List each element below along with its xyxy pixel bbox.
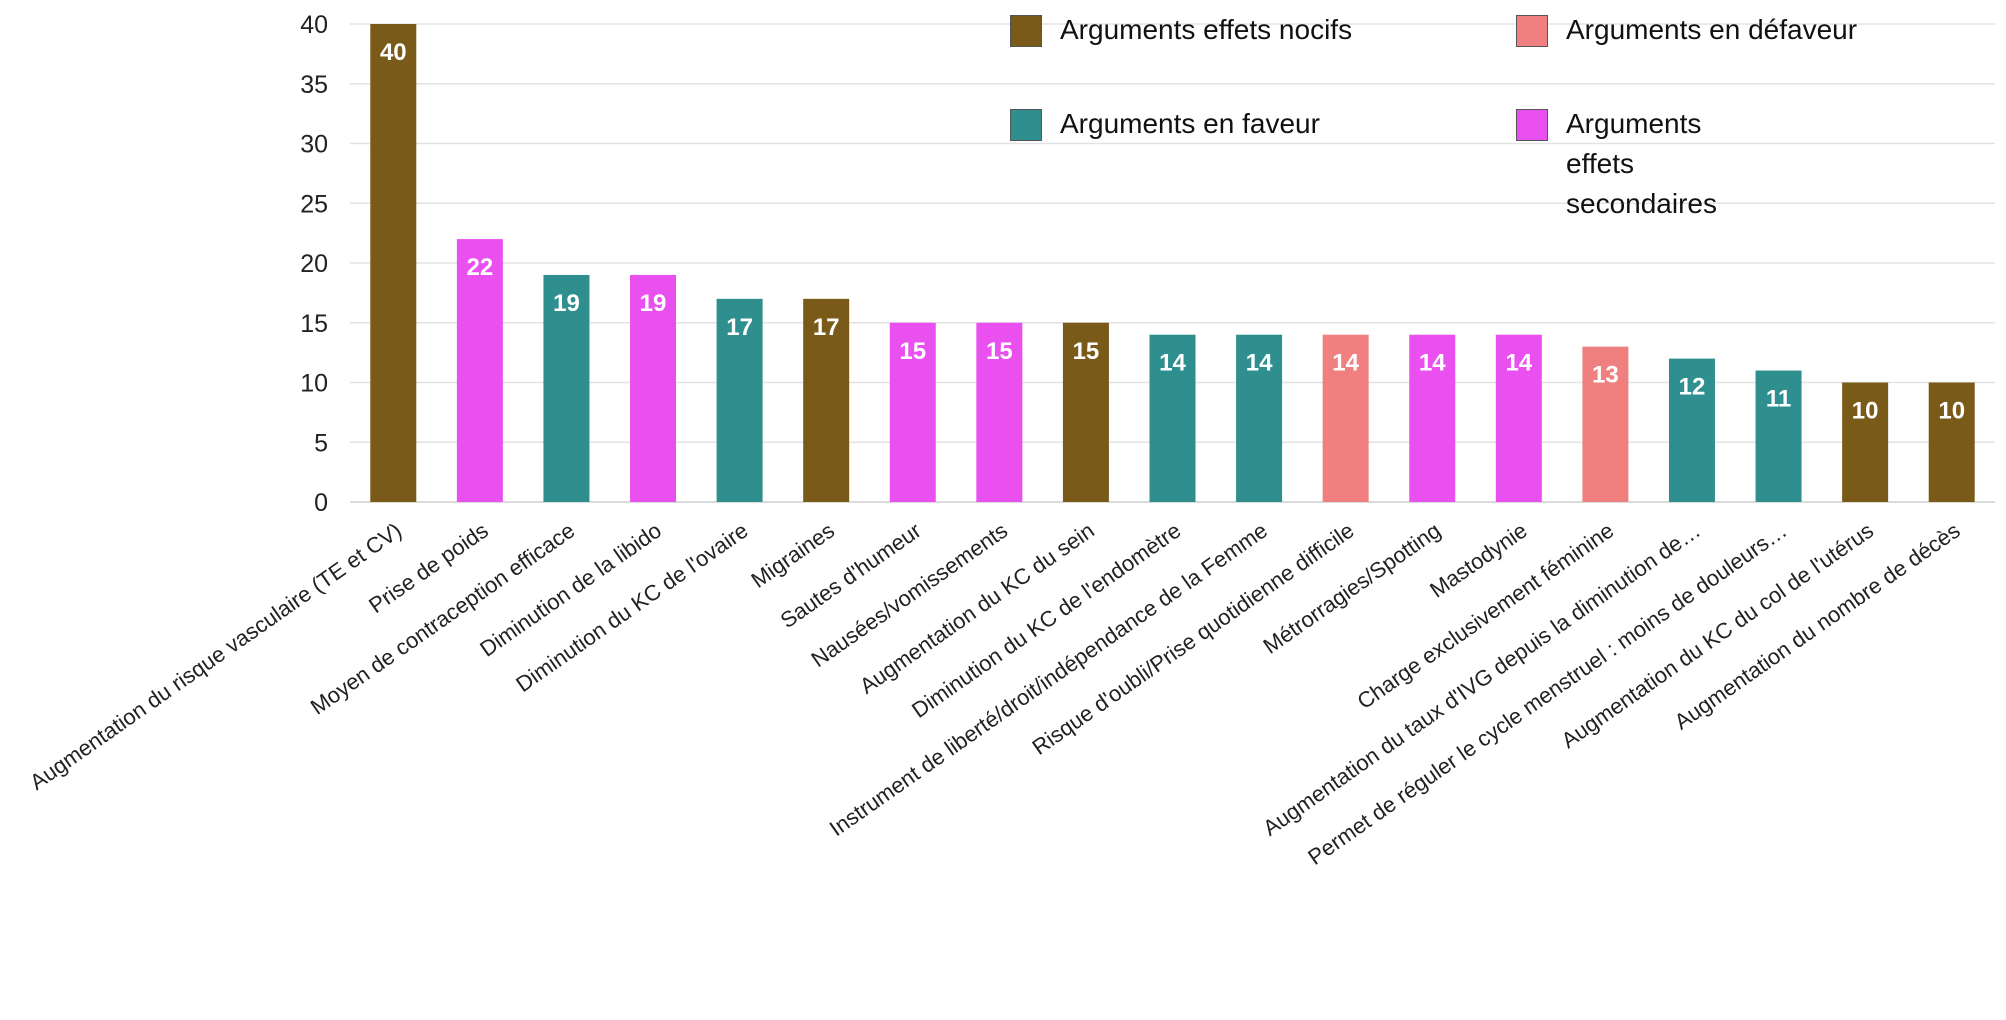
bar xyxy=(716,298,763,502)
bar xyxy=(370,24,417,502)
bar xyxy=(1668,358,1715,502)
legend-swatch-defaveur xyxy=(1516,15,1548,47)
data-label: 10 xyxy=(1852,398,1879,425)
x-tick-label: Augmentation du risque vasculaire (TE et… xyxy=(25,518,406,795)
y-tick-label: 0 xyxy=(314,489,328,517)
bar xyxy=(1149,334,1196,502)
y-tick-label: 5 xyxy=(314,429,328,457)
legend-label-defaveur: Arguments en défaveur xyxy=(1566,14,1858,45)
data-label: 17 xyxy=(726,314,753,341)
data-label: 14 xyxy=(1505,350,1532,377)
bar xyxy=(1236,334,1283,502)
y-tick-label: 25 xyxy=(300,190,328,218)
bar xyxy=(803,298,850,502)
bar xyxy=(889,322,936,502)
data-label: 15 xyxy=(986,338,1013,365)
data-label: 12 xyxy=(1679,374,1706,401)
bar xyxy=(1409,334,1456,502)
data-label: 14 xyxy=(1159,350,1186,377)
bar xyxy=(630,274,677,502)
x-tick-label: Sautes d'humeur xyxy=(776,518,926,633)
bar xyxy=(1928,382,1975,502)
legend-label-faveur: Arguments en faveur xyxy=(1060,108,1320,139)
bar xyxy=(976,322,1023,502)
data-label: 10 xyxy=(1938,398,1965,425)
x-tick-label: Risque d'oubli/Prise quotidienne diffici… xyxy=(1028,518,1359,760)
data-label: 40 xyxy=(380,39,407,66)
y-tick-label: 10 xyxy=(300,370,328,398)
bar xyxy=(1322,334,1369,502)
data-label: 22 xyxy=(467,254,494,281)
bar xyxy=(456,239,503,502)
data-label: 19 xyxy=(640,290,667,317)
y-tick-label: 30 xyxy=(300,131,328,159)
data-label: 13 xyxy=(1592,362,1619,389)
legend-item-faveur: Arguments en faveur xyxy=(1010,104,1320,144)
bar xyxy=(1062,322,1109,502)
legend-label-nocifs: Arguments effets nocifs xyxy=(1060,14,1353,45)
data-label: 14 xyxy=(1332,350,1359,377)
legend-label-secondaires: Arguments effets secondaires xyxy=(1566,108,1717,219)
y-tick-label: 40 xyxy=(300,11,328,39)
y-tick-label: 35 xyxy=(300,71,328,99)
data-label: 19 xyxy=(553,290,580,317)
data-label: 14 xyxy=(1246,350,1273,377)
legend-item-secondaires: Arguments effets secondaires xyxy=(1516,104,1776,224)
data-label: 11 xyxy=(1766,386,1791,413)
data-label: 14 xyxy=(1419,350,1446,377)
bar xyxy=(543,274,590,502)
legend-swatch-secondaires xyxy=(1516,109,1548,141)
legend-item-defaveur: Arguments en défaveur xyxy=(1516,10,1857,50)
bar xyxy=(1842,382,1889,502)
legend-swatch-nocifs xyxy=(1010,15,1042,47)
y-tick-label: 20 xyxy=(300,250,328,278)
bar xyxy=(1495,334,1542,502)
y-tick-label: 15 xyxy=(300,310,328,338)
data-label: 15 xyxy=(899,338,926,365)
legend-item-nocifs: Arguments effets nocifs xyxy=(1010,10,1352,50)
data-label: 15 xyxy=(1073,338,1100,365)
legend-swatch-faveur xyxy=(1010,109,1042,141)
bar xyxy=(1582,346,1629,502)
x-tick-label: Augmentation du KC du col de l'utérus xyxy=(1557,518,1878,753)
data-label: 17 xyxy=(813,314,840,341)
bar xyxy=(1755,370,1802,502)
